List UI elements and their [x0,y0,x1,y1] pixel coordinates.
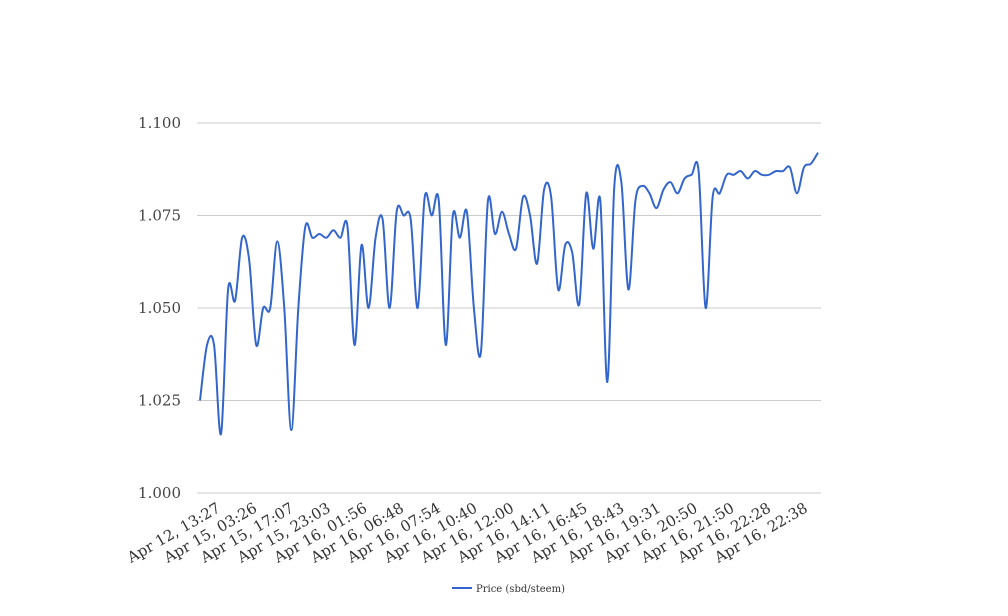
series-layer [199,152,819,436]
y-tick-label: 1.025 [138,392,181,410]
legend-label: Price (sbd/steem) [476,584,565,595]
y-tick-label: 1.100 [138,114,181,132]
series-line [199,152,819,436]
grid [197,122,821,494]
y-tick-label: 1.000 [138,484,181,502]
y-axis: 1.000 1.025 1.050 1.075 1.100 [138,114,181,502]
y-tick-label: 1.050 [138,299,181,317]
y-tick-label: 1.075 [138,207,181,225]
legend: Price (sbd/steem) [452,584,565,595]
